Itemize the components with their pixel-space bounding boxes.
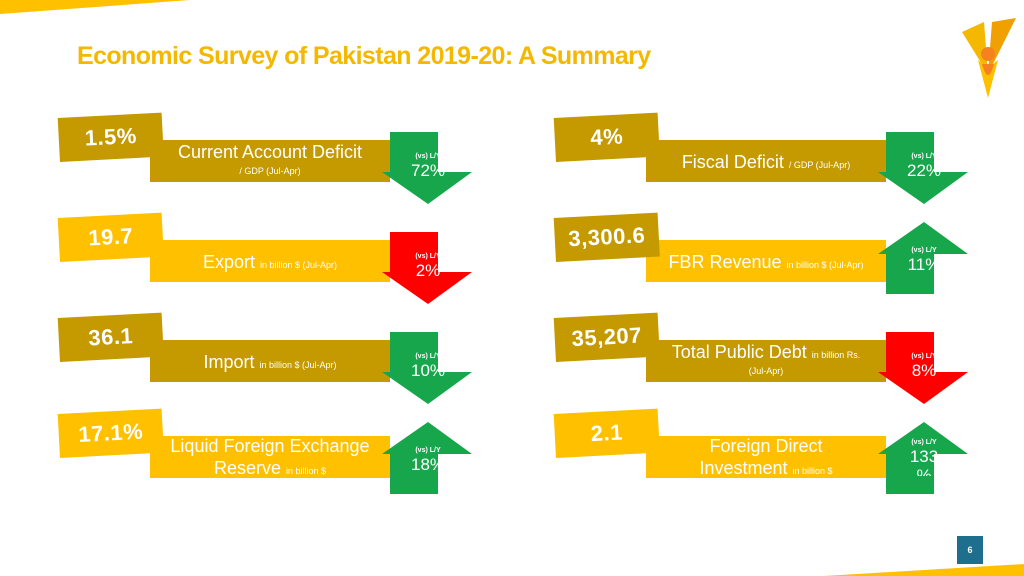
arrow-down-icon [878,132,968,204]
arrow-up-icon [878,222,968,294]
indicator-sub-label: in billion $ (Jul-Apr) [260,260,338,270]
indicator-label-text: Investment [699,458,788,478]
fiscal-deficit-card: Fiscal Deficit / GDP (Jul-Apr) 4% (vs) L… [553,112,976,204]
change-value: 18% [410,455,446,474]
arrow-down-icon [878,332,968,404]
change-box: (vs) L/Y 72% [390,152,466,180]
comparison-badge: (vs) L/Y [911,153,937,160]
comparison-badge: (vs) L/Y [415,253,441,260]
comparison-badge: (vs) L/Y [911,353,937,360]
indicator-sub-label: / GDP (Jul-Apr) [788,160,851,170]
indicator-sub-label: in billion Rs. [811,350,861,360]
indicator-value: 4% [589,123,624,151]
indicator-label: Foreign Direct [709,436,823,456]
import-card: Import in billion $ (Jul-Apr) 36.1 (vs) … [57,312,480,404]
arrow-down-icon [382,232,472,304]
indicator-value: 17.1% [77,418,144,447]
arrow-up-icon [878,422,968,494]
change-box: (vs) L/Y 22% [886,152,962,180]
indicator-value: 3,300.6 [567,222,646,252]
indicator-label-text: Reserve [213,458,281,478]
change-value-unit: % [916,466,932,476]
current-account-deficit-card: Current Account Deficit / GDP (Jul-Apr) … [57,112,480,204]
change-value: 11% [907,255,941,274]
change-box: (vs) L/Y 133 % [886,438,962,476]
change-box: (vs) L/Y 10% [390,352,466,380]
page-number: 6 [957,536,983,564]
indicator-sub-label: in billion $ (Jul-Apr) [786,260,864,270]
indicator-label: Fiscal Deficit / GDP (Jul-Apr) [646,152,886,175]
comparison-badge: (vs) L/Y [415,153,441,160]
indicator-label: Export in billion $ (Jul-Apr) [150,252,390,275]
indicator-band: Liquid Foreign Exchange Reserve in billi… [150,436,390,478]
total-public-debt-card: Total Public Debt in billion Rs. (Jul-Ap… [553,312,976,404]
indicator-sub-label: / GDP (Jul-Apr) [239,166,301,176]
indicator-label: Current Account Deficit [177,142,363,162]
indicator-label-text: FBR Revenue [668,252,782,272]
indicator-label-text: Export [202,252,255,272]
comparison-badge: (vs) L/Y [415,447,441,454]
indicator-value: 35,207 [570,322,643,352]
indicator-label-text: Total Public Debt [671,342,807,362]
indicator-label-line2: Reserve in billion $ [150,458,390,478]
change-value: 8% [911,361,937,380]
indicator-value: 2.1 [590,419,624,447]
fbr-revenue-card: FBR Revenue in billion $ (Jul-Apr) 3,300… [553,212,976,298]
forex-reserve-card: Liquid Foreign Exchange Reserve in billi… [57,408,480,494]
indicator-band: Foreign Direct Investment in billion $ [646,436,886,478]
indicator-label: Liquid Foreign Exchange [170,436,370,456]
indicator-value: 19.7 [87,223,134,251]
indicator-band: Import in billion $ (Jul-Apr) [150,340,390,382]
bottom-corner-accent [824,564,1024,576]
indicator-label: Total Public Debt in billion Rs. [646,342,886,365]
indicator-band: Fiscal Deficit / GDP (Jul-Apr) [646,140,886,182]
change-value: 10% [410,361,446,380]
change-box: (vs) L/Y 11% [886,246,962,274]
indicator-label-text: Import [203,352,255,372]
top-corner-accent [0,0,190,14]
slide-title: Economic Survey of Pakistan 2019-20: A S… [77,42,651,70]
indicator-band: Export in billion $ (Jul-Apr) [150,240,390,282]
indicator-label-text: Fiscal Deficit [681,152,784,172]
indicator-band: Total Public Debt in billion Rs. (Jul-Ap… [646,340,886,382]
foreign-direct-investment-card: Foreign Direct Investment in billion $ 2… [553,408,976,494]
change-box: (vs) L/Y 8% [886,352,962,380]
indicator-period: (Jul-Apr) [748,366,784,376]
change-box: (vs) L/Y 18% [390,446,466,474]
export-card: Export in billion $ (Jul-Apr) 19.7 (vs) … [57,212,480,304]
comparison-badge: (vs) L/Y [911,439,937,446]
arrow-down-icon [382,132,472,204]
change-value: 72% [410,161,446,180]
brand-logo [962,18,1016,98]
change-value: 133 [909,447,939,466]
indicator-band: FBR Revenue in billion $ (Jul-Apr) [646,240,886,282]
comparison-badge: (vs) L/Y [415,353,441,360]
arrow-up-icon [382,422,472,494]
indicator-sub-label: in billion $ [792,466,833,476]
change-value: 22% [906,161,942,180]
change-value: 2% [415,261,441,280]
indicator-value: 1.5% [84,122,138,151]
indicator-label-line2: Investment in billion $ [646,458,886,478]
indicator-value: 36.1 [87,323,134,351]
indicator-label: Import in billion $ (Jul-Apr) [150,352,390,375]
change-box: (vs) L/Y 2% [390,252,466,280]
comparison-badge: (vs) L/Y [911,247,937,254]
indicator-band: Current Account Deficit / GDP (Jul-Apr) [150,140,390,182]
indicator-label: FBR Revenue in billion $ (Jul-Apr) [646,252,886,275]
arrow-down-icon [382,332,472,404]
indicator-sub-label: in billion $ (Jul-Apr) [259,360,337,370]
indicator-sub-label: in billion $ [286,466,327,476]
